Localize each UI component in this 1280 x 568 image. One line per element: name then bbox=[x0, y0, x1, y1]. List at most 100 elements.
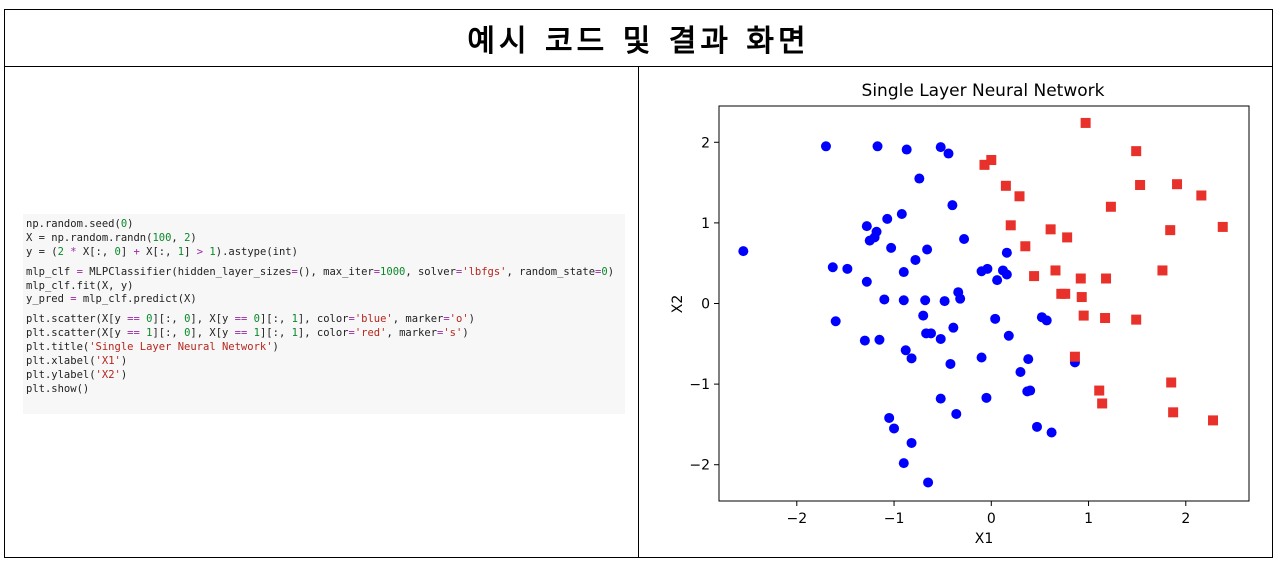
code-token: = bbox=[455, 265, 463, 278]
code-token: (), max_iter bbox=[297, 265, 374, 278]
blue-point bbox=[1023, 354, 1034, 365]
code-token: 0 bbox=[120, 218, 128, 230]
blue-point bbox=[884, 412, 895, 423]
code-line: plt.scatter(X[y == 1][:, 0], X[y == 1][:… bbox=[26, 327, 625, 341]
chart-title: Single Layer Neural Network bbox=[862, 81, 1105, 101]
red-point bbox=[1101, 273, 1112, 284]
code-line: mlp_clf.fit(X, y) bbox=[26, 280, 625, 294]
y-tick-label: −1 bbox=[689, 377, 710, 393]
code-token: 0 bbox=[184, 327, 191, 340]
code-token: ], color bbox=[297, 327, 349, 340]
code-token: ][:, bbox=[259, 327, 292, 340]
red-point bbox=[1105, 201, 1116, 212]
blue-point bbox=[951, 408, 962, 419]
code-line: plt.xlabel('X1') bbox=[26, 355, 625, 369]
code-token: 1 bbox=[291, 313, 298, 326]
code-token: plt.xlabel( bbox=[26, 355, 96, 368]
blue-point bbox=[898, 458, 909, 469]
x-tick-label: −2 bbox=[786, 511, 807, 527]
red-point bbox=[1100, 313, 1111, 324]
blue-point bbox=[900, 345, 911, 356]
code-token: ) bbox=[190, 231, 197, 244]
blue-point bbox=[1025, 385, 1036, 396]
x-axis: −2 −1 0 1 2 bbox=[786, 501, 1190, 527]
blue-point bbox=[935, 393, 946, 404]
code-token: 'Single Layer Neural Network' bbox=[89, 341, 273, 354]
code-token: plt.scatter(X[y bbox=[26, 313, 128, 326]
code-token: 1 bbox=[209, 245, 216, 258]
code-token: y_pred bbox=[26, 293, 71, 306]
code-token: = bbox=[595, 265, 602, 278]
blue-point bbox=[827, 262, 838, 273]
code-token: == bbox=[127, 327, 140, 340]
red-point bbox=[1005, 220, 1016, 231]
blue-point bbox=[861, 276, 872, 287]
blue-point bbox=[945, 358, 956, 369]
code-token: = bbox=[70, 293, 77, 306]
code-token: = bbox=[291, 265, 298, 278]
code-token: 0 bbox=[184, 313, 191, 326]
code-token: = bbox=[373, 265, 381, 278]
red-point bbox=[1094, 385, 1105, 396]
code-token: y = ( bbox=[26, 245, 58, 258]
blue-point bbox=[992, 275, 1003, 286]
blue-point bbox=[943, 148, 954, 159]
x-tick-label: 1 bbox=[1084, 511, 1093, 527]
code-token: 0 bbox=[601, 265, 608, 278]
red-point bbox=[979, 159, 990, 170]
blue-point bbox=[906, 353, 917, 364]
blue-point bbox=[1001, 247, 1012, 258]
blue-point bbox=[879, 294, 890, 305]
code-token: 'X2' bbox=[95, 368, 121, 381]
y-tick-label: 1 bbox=[701, 216, 710, 232]
red-point bbox=[1172, 179, 1183, 190]
code-token: X[:, bbox=[76, 245, 115, 258]
result-cell: Single Layer Neural Network −2 −1 0 1 2 −2 −1… bbox=[639, 67, 1272, 558]
code-token: + bbox=[133, 245, 140, 258]
code-line: plt.ylabel('X2') bbox=[26, 369, 625, 383]
code-token: 1 bbox=[291, 327, 298, 340]
blue-point bbox=[872, 141, 883, 152]
red-point bbox=[1217, 221, 1228, 232]
red-point bbox=[1080, 117, 1091, 128]
red-point bbox=[1157, 265, 1168, 276]
blue-point bbox=[935, 142, 946, 153]
code-token: , marker bbox=[392, 313, 444, 326]
y-tick-label: 2 bbox=[701, 135, 710, 151]
blue-point bbox=[981, 392, 992, 403]
x-axis-label: X1 bbox=[975, 531, 994, 547]
blue-point bbox=[959, 234, 970, 245]
red-point bbox=[1166, 377, 1177, 388]
code-token: 100 bbox=[152, 231, 172, 244]
blue-point bbox=[738, 246, 749, 257]
code-token: 2 bbox=[57, 245, 64, 258]
blue-point bbox=[914, 173, 925, 184]
red-point bbox=[1045, 224, 1056, 235]
page-title: 예시 코드 및 결과 화면 bbox=[467, 24, 810, 59]
blue-point bbox=[926, 328, 936, 339]
figure-frame: 예시 코드 및 결과 화면 np.random.seed(0) X = np.ra… bbox=[4, 9, 1273, 558]
blue-point bbox=[1041, 315, 1052, 326]
code-token: mlp_clf.predict(X) bbox=[76, 293, 197, 306]
code-token: np.random.seed( bbox=[26, 218, 121, 230]
red-point bbox=[1014, 191, 1025, 202]
blue-point bbox=[901, 144, 912, 155]
y-tick-label: −2 bbox=[689, 458, 710, 474]
code-cell: np.random.seed(0) X = np.random.randn(100… bbox=[5, 67, 639, 558]
code-token: = bbox=[348, 327, 355, 340]
data-points bbox=[738, 117, 1228, 488]
code-token: ) bbox=[120, 368, 128, 381]
code-token: 2 bbox=[184, 231, 191, 244]
red-point bbox=[1000, 180, 1011, 191]
blue-point bbox=[1001, 269, 1012, 280]
code-token: 1 bbox=[177, 245, 185, 258]
code-token: ).astype(int) bbox=[215, 245, 298, 258]
blue-point bbox=[896, 209, 907, 220]
code-token: mlp_clf bbox=[26, 265, 77, 278]
code-token: * bbox=[70, 245, 77, 258]
code-token: > bbox=[196, 245, 204, 258]
code-token: ) bbox=[468, 313, 475, 326]
red-point bbox=[1168, 407, 1179, 418]
red-point bbox=[1076, 292, 1087, 303]
code-token: ) bbox=[127, 218, 134, 230]
